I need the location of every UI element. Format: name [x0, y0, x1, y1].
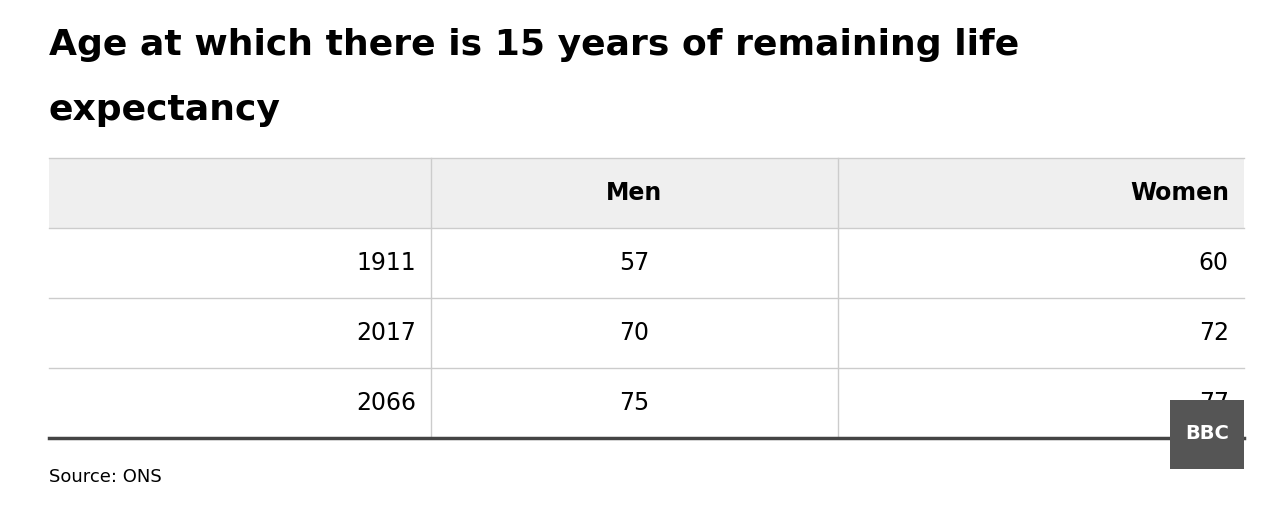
Text: BBC: BBC — [1185, 424, 1229, 443]
Text: 72: 72 — [1199, 321, 1229, 345]
Text: 60: 60 — [1199, 251, 1229, 275]
Text: 77: 77 — [1199, 391, 1229, 415]
Text: 2066: 2066 — [356, 391, 416, 415]
Text: expectancy: expectancy — [49, 93, 280, 127]
Text: Men: Men — [607, 181, 663, 205]
Text: Source: ONS: Source: ONS — [49, 468, 161, 486]
Text: 57: 57 — [620, 251, 649, 275]
Text: Women: Women — [1130, 181, 1229, 205]
Text: 70: 70 — [620, 321, 649, 345]
Text: 2017: 2017 — [356, 321, 416, 345]
Text: Age at which there is 15 years of remaining life: Age at which there is 15 years of remain… — [49, 28, 1019, 62]
Text: 75: 75 — [620, 391, 649, 415]
Text: 1911: 1911 — [356, 251, 416, 275]
